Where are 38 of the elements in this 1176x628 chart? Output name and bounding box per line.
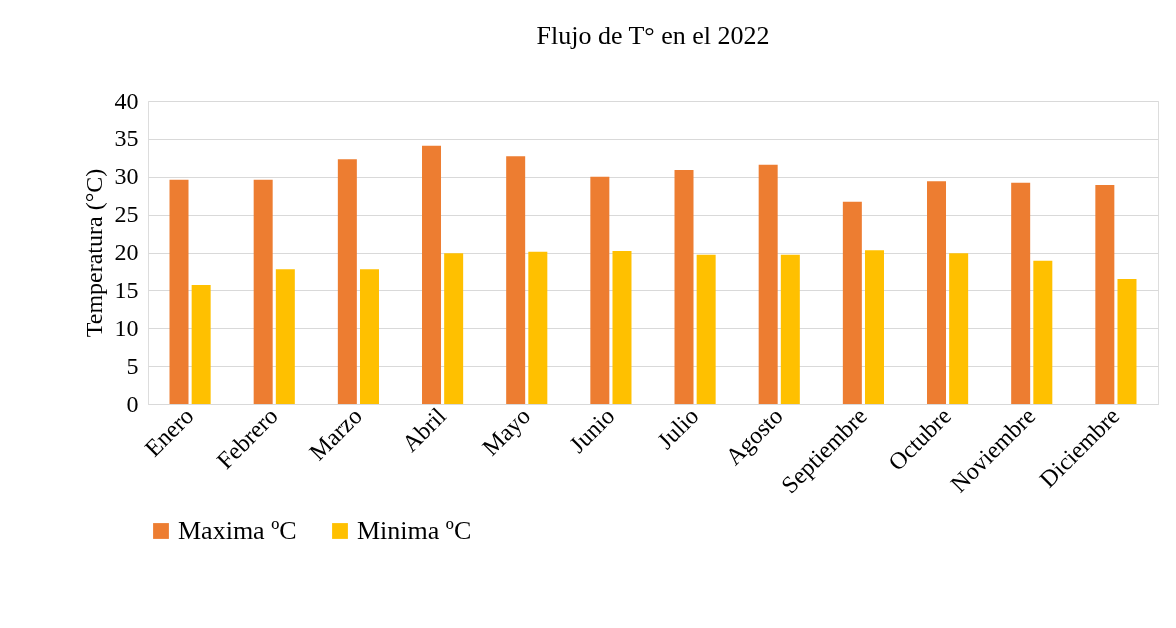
- y-tick-label: 25: [114, 201, 139, 228]
- bar: [1095, 185, 1115, 404]
- y-tick-label: 5: [126, 352, 139, 379]
- bar: [864, 250, 884, 404]
- legend-label: Minima ºC: [357, 516, 472, 545]
- legend-label: Maxima ºC: [178, 516, 297, 545]
- y-tick-label: 40: [114, 87, 139, 114]
- bar: [674, 169, 694, 404]
- y-tick-label: 10: [114, 314, 139, 341]
- bar: [949, 253, 969, 404]
- bar: [842, 201, 862, 404]
- bar: [927, 181, 947, 404]
- y-tick-label: 35: [114, 125, 139, 152]
- x-tick-label: Julio: [652, 402, 704, 454]
- bar: [1011, 182, 1031, 404]
- bar: [780, 254, 800, 404]
- bar: [696, 254, 716, 404]
- y-tick-label: 15: [114, 276, 139, 303]
- bar: [253, 179, 273, 404]
- bar: [359, 269, 379, 404]
- chart-title: Flujo de T° en el 2022: [536, 21, 770, 50]
- bar: [528, 251, 548, 404]
- bar: [1033, 260, 1053, 404]
- bar: [1117, 279, 1137, 404]
- y-tick-label: 0: [126, 390, 139, 417]
- y-tick-label: 30: [114, 163, 139, 190]
- y-tick-label: 20: [114, 239, 139, 265]
- y-axis-title: Temperatura (°C): [80, 168, 107, 338]
- bar: [337, 159, 357, 404]
- bar: [758, 164, 778, 404]
- bar: [612, 250, 632, 404]
- bar: [422, 145, 442, 404]
- bar: [590, 176, 610, 404]
- bar: [191, 285, 211, 404]
- bar: [275, 269, 295, 404]
- bar: [506, 156, 526, 404]
- bar: [444, 253, 464, 404]
- bar: [169, 179, 189, 404]
